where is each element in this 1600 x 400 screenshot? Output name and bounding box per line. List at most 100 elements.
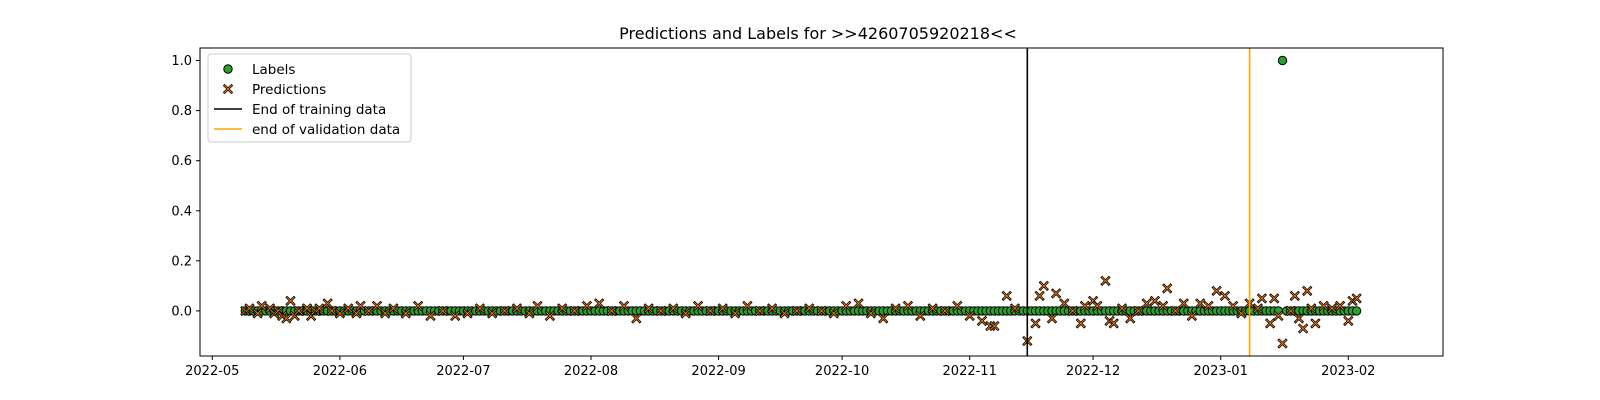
- prediction-point: [252, 308, 263, 319]
- prediction-point: [380, 308, 391, 319]
- prediction-point: [355, 300, 366, 312]
- prediction-point: [544, 310, 556, 322]
- x-tick-label: 2022-05: [185, 364, 239, 379]
- prediction-point: [1141, 298, 1152, 309]
- prediction-point: [655, 305, 667, 317]
- prediction-point: [754, 305, 765, 317]
- prediction-point: [293, 305, 304, 317]
- legend-label: Predictions: [252, 82, 326, 98]
- prediction-point: [437, 305, 448, 317]
- y-tick-label: 0.8: [171, 104, 192, 119]
- y-tick-label: 0.0: [171, 304, 192, 319]
- prediction-point: [334, 308, 346, 319]
- prediction-point: [939, 305, 951, 317]
- prediction-point: [705, 305, 716, 317]
- plot-border: [199, 47, 1444, 357]
- prediction-point: [692, 300, 704, 312]
- chart-title: Predictions and Labels for >>42607059202…: [619, 24, 1017, 43]
- prediction-point: [474, 303, 486, 314]
- prediction-point: [314, 303, 325, 314]
- prediction-point: [828, 308, 839, 319]
- reference-lines: [1026, 48, 1251, 356]
- prediction-point: [1211, 285, 1222, 297]
- prediction-point: [511, 303, 523, 314]
- predictions-series: [240, 275, 1362, 349]
- prediction-point: [1351, 293, 1362, 304]
- prediction-point: [388, 303, 399, 314]
- prediction-point: [717, 303, 728, 314]
- prediction-point: [1009, 303, 1021, 314]
- prediction-point: [1075, 318, 1086, 329]
- prediction-point: [1133, 305, 1144, 317]
- prediction-point: [1046, 313, 1058, 324]
- prediction-point: [326, 305, 337, 317]
- prediction-point: [668, 303, 679, 314]
- prediction-point: [1264, 318, 1276, 329]
- prediction-point: [532, 300, 543, 312]
- legend-labels-marker: [223, 64, 233, 74]
- prediction-point: [462, 308, 473, 319]
- prediction-point: [1067, 305, 1078, 317]
- prediction-point: [816, 305, 827, 317]
- prediction-point: [281, 313, 292, 324]
- prediction-point: [989, 320, 1000, 332]
- prediction-point: [1178, 298, 1189, 309]
- prediction-point: [285, 295, 296, 307]
- prediction-point: [450, 310, 461, 322]
- prediction-point: [964, 310, 975, 322]
- prediction-point: [1162, 283, 1173, 294]
- prediction-point: [606, 305, 617, 317]
- prediction-point: [524, 308, 535, 319]
- prediction-point: [594, 298, 605, 309]
- prediction-point: [915, 310, 926, 322]
- prediction-point: [1050, 288, 1062, 299]
- prediction-point: [1108, 318, 1119, 329]
- legend: Labels Predictions End of training data end…: [207, 53, 412, 143]
- prediction-point: [1149, 295, 1161, 307]
- prediction-point: [1297, 323, 1309, 334]
- prediction-point: [425, 310, 436, 322]
- y-tick-label: 0.4: [171, 204, 192, 219]
- prediction-point: [256, 300, 267, 312]
- prediction-point: [865, 308, 877, 319]
- legend-box: [207, 53, 412, 143]
- prediction-point: [779, 308, 790, 319]
- x-tick-label: 2022-08: [564, 364, 618, 379]
- prediction-point: [1310, 318, 1321, 329]
- prediction-point: [499, 305, 510, 317]
- prediction-point: [1306, 303, 1317, 314]
- prediction-point: [791, 305, 802, 317]
- x-tick-label: 2022-06: [313, 364, 367, 379]
- prediction-point: [1318, 300, 1329, 312]
- prediction-point: [643, 303, 654, 314]
- prediction-point: [1289, 290, 1300, 302]
- prediction-point: [927, 303, 938, 314]
- prediction-point: [301, 303, 313, 314]
- prediction-point: [557, 303, 568, 314]
- prediction-point: [853, 298, 864, 309]
- legend-label: Labels: [252, 62, 295, 78]
- prediction-point: [343, 303, 354, 314]
- prediction-point: [1092, 300, 1103, 312]
- prediction-point: [1273, 310, 1284, 322]
- prediction-point: [1302, 285, 1313, 297]
- y-tick-label: 0.2: [171, 254, 192, 269]
- prediction-point: [1038, 280, 1049, 292]
- prediction-point: [742, 300, 753, 312]
- prediction-point: [1277, 338, 1288, 349]
- x-tick-label: 2022-07: [436, 364, 490, 379]
- legend-label: end of validation data: [252, 122, 400, 138]
- prediction-point: [1334, 300, 1346, 312]
- prediction-point: [487, 308, 498, 319]
- x-tick-label: 2022-10: [815, 364, 869, 379]
- x-tick-label: 2022-09: [691, 364, 745, 379]
- prediction-point: [1034, 290, 1045, 302]
- prediction-point: [1203, 300, 1214, 312]
- prediction-point: [581, 300, 593, 312]
- x-tick-label: 2023-01: [1194, 364, 1248, 379]
- prediction-point: [1079, 300, 1091, 312]
- prediction-point: [1100, 275, 1111, 287]
- prediction-point: [680, 308, 691, 319]
- prediction-point: [902, 300, 914, 312]
- prediction-point: [400, 308, 411, 319]
